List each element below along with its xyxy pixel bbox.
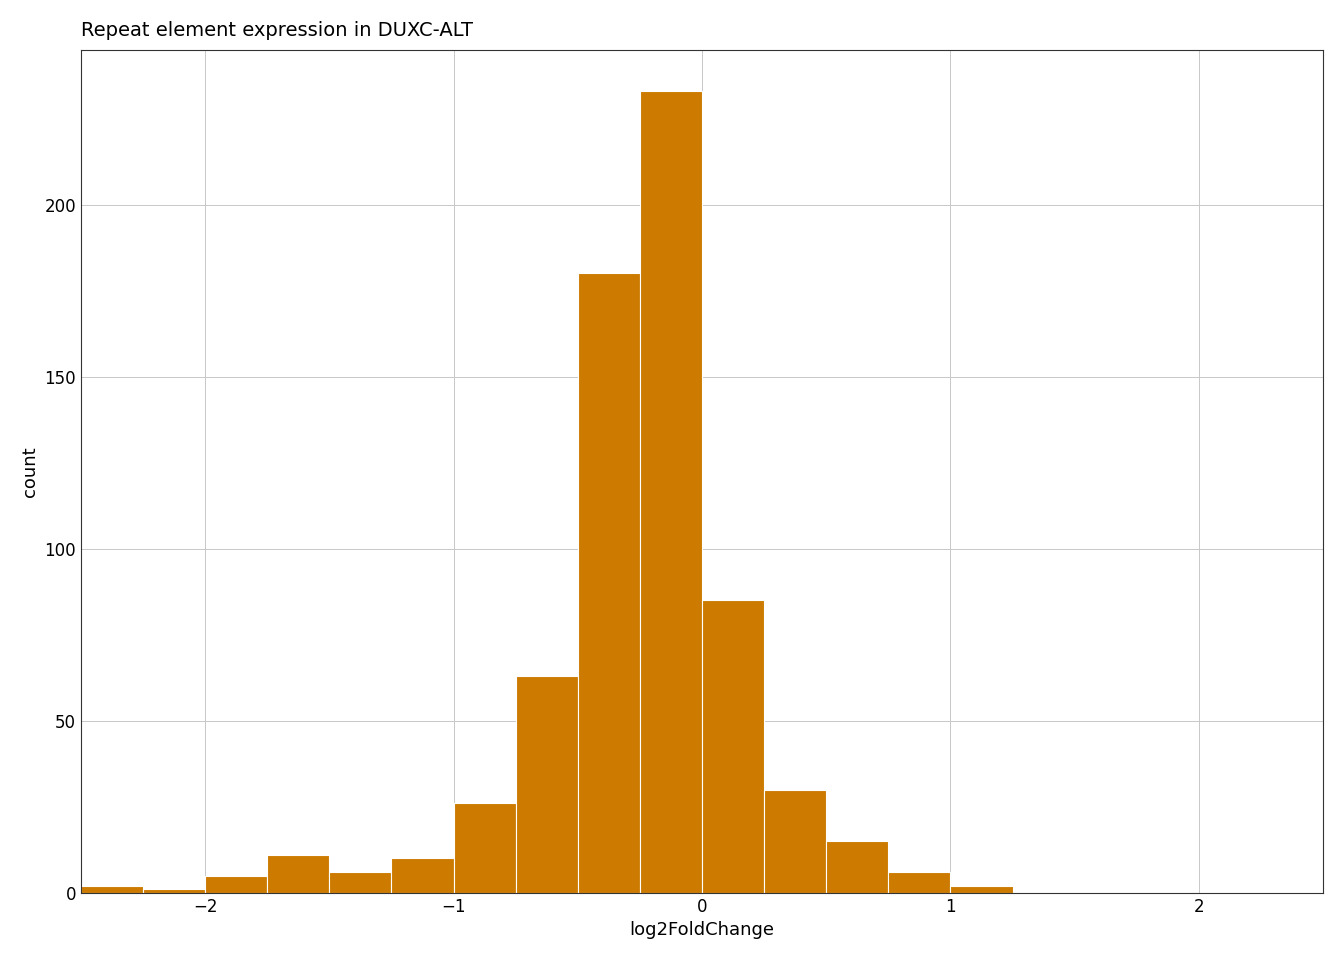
Bar xyxy=(453,804,516,893)
X-axis label: log2FoldChange: log2FoldChange xyxy=(629,922,774,939)
Bar xyxy=(81,886,142,893)
Bar xyxy=(702,600,765,893)
Bar xyxy=(206,876,267,893)
Bar xyxy=(640,91,702,893)
Bar xyxy=(267,855,329,893)
Bar xyxy=(827,841,888,893)
Bar xyxy=(142,889,206,893)
Bar xyxy=(950,886,1012,893)
Y-axis label: count: count xyxy=(22,446,39,496)
Text: Repeat element expression in DUXC-ALT: Repeat element expression in DUXC-ALT xyxy=(81,21,473,39)
Bar xyxy=(765,789,827,893)
Bar xyxy=(391,858,453,893)
Bar xyxy=(329,872,391,893)
Bar xyxy=(888,872,950,893)
Bar xyxy=(578,274,640,893)
Bar xyxy=(516,676,578,893)
